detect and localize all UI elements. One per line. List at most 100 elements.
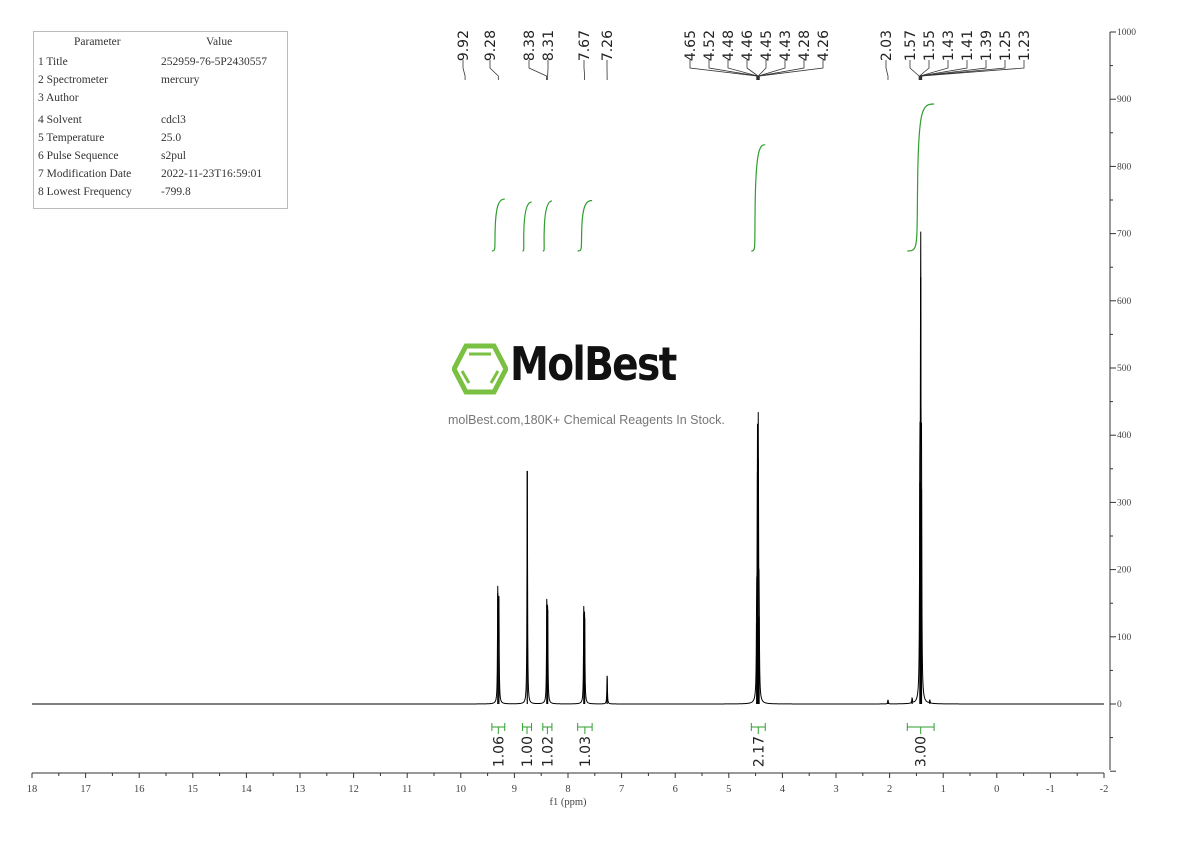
parameter-value: mercury <box>161 74 200 86</box>
peak-label: 7.26 <box>600 30 616 61</box>
integral-curve <box>542 200 553 252</box>
peak-label: 1.23 <box>1017 30 1033 61</box>
parameter-name: 4 Solvent <box>38 114 82 126</box>
peak-label-leader <box>758 60 786 80</box>
peak-label-leader <box>489 60 499 80</box>
logo-brand-text: MolBest <box>510 337 677 391</box>
peak-label: 4.26 <box>816 30 832 61</box>
peak-label-leader <box>689 60 758 80</box>
parameter-name: 7 Modification Date <box>38 168 132 180</box>
peak-label-leader <box>920 60 1006 80</box>
integral-value: 2.17 <box>751 736 767 767</box>
x-tick-label: 6 <box>673 784 678 795</box>
peak-label-leader <box>758 60 805 80</box>
integral-curve <box>907 103 935 252</box>
parameter-row: 6 Pulse Sequence s2pul <box>38 150 287 168</box>
peak-label-leader <box>758 60 824 80</box>
x-tick-label: 7 <box>619 784 624 795</box>
y-tick-label: 700 <box>1117 230 1132 240</box>
x-tick-label: 11 <box>402 784 412 795</box>
x-axis-label: f1 (ppm) <box>549 797 587 808</box>
integral-curve <box>491 198 505 252</box>
peak-label: 4.43 <box>778 30 794 61</box>
watermark-tagline: molBest.com,180K+ Chemical Reagents In S… <box>448 413 725 427</box>
x-tick-label: 5 <box>726 784 731 795</box>
integral-curve <box>522 201 532 252</box>
x-tick-label: 14 <box>241 784 252 795</box>
peak-label: 4.28 <box>797 30 813 61</box>
peak-label-leader <box>727 60 759 80</box>
parameter-value: 252959-76-5P2430557 <box>161 56 268 68</box>
integral-curve <box>751 144 766 252</box>
peak-label: 8.38 <box>522 30 538 61</box>
peak-label: 9.92 <box>456 30 472 61</box>
x-tick-label: 3 <box>833 784 838 795</box>
peak-label-leader <box>919 60 968 80</box>
y-tick-label: 600 <box>1117 297 1132 307</box>
y-tick-label: 200 <box>1117 566 1132 576</box>
peak-label: 1.57 <box>903 30 919 61</box>
y-tick-label: 500 <box>1117 364 1132 374</box>
x-tick-label: 16 <box>134 784 145 795</box>
x-tick-label: 15 <box>188 784 199 795</box>
y-tick-label: 0 <box>1117 700 1122 710</box>
x-tick-label: 18 <box>27 784 38 795</box>
peak-label-leader <box>462 60 466 80</box>
peak-label-leader <box>921 60 1025 80</box>
parameter-row: 8 Lowest Frequency -799.8 <box>38 186 287 204</box>
x-tick-label: 13 <box>295 784 306 795</box>
x-tick-label: 8 <box>565 784 570 795</box>
peak-label-leader <box>708 60 758 80</box>
hexagon-logo-icon <box>452 343 508 395</box>
peak-label: 4.65 <box>683 30 699 61</box>
y-tick-label: 300 <box>1117 498 1132 508</box>
peak-label: 1.43 <box>941 30 957 61</box>
parameter-row: 5 Temperature 25.0 <box>38 132 287 150</box>
parameter-row: 7 Modification Date 2022-11-23T16:59:01 <box>38 168 287 186</box>
x-tick-label: 9 <box>512 784 517 795</box>
parameter-row: 3 Author <box>38 92 287 110</box>
integral-value: 1.02 <box>540 736 556 767</box>
peak-label: 4.52 <box>702 30 718 61</box>
peak-label-leader <box>583 60 586 80</box>
y-tick-label: 100 <box>1117 633 1132 643</box>
integral-value: 1.00 <box>520 736 536 767</box>
integral-value: 1.06 <box>491 736 507 767</box>
peak-label: 1.41 <box>960 30 976 61</box>
x-tick-label: 0 <box>994 784 999 795</box>
peak-label: 4.48 <box>721 30 737 61</box>
peak-label: 8.31 <box>541 30 557 61</box>
peak-label: 4.45 <box>759 30 775 61</box>
peak-label: 9.28 <box>483 30 499 61</box>
x-tick-label: -1 <box>1046 784 1055 795</box>
peak-label-leader <box>885 60 889 80</box>
parameter-value: 2022-11-23T16:59:01 <box>161 168 263 180</box>
peak-label-leader <box>528 60 547 80</box>
peak-label: 1.55 <box>922 30 938 61</box>
spectrum-line <box>32 231 1104 705</box>
peak-label: 7.67 <box>577 30 593 61</box>
peak-label-leader <box>919 60 949 80</box>
parameter-value: s2pul <box>161 150 186 162</box>
parameter-name: 1 Title <box>38 56 68 68</box>
x-tick-label: 17 <box>80 784 91 795</box>
x-tick-label: 1 <box>941 784 946 795</box>
parameter-value: -799.8 <box>161 186 191 198</box>
peak-label-leader <box>909 60 920 80</box>
peak-label: 2.03 <box>879 30 895 61</box>
parameter-table: Parameter Value 1 Title 252959-76-5P24305… <box>33 31 288 209</box>
parameter-name: 5 Temperature <box>38 132 105 144</box>
parameter-value: 25.0 <box>161 132 182 144</box>
x-tick-label: 12 <box>348 784 359 795</box>
integral-value: 1.03 <box>578 736 594 767</box>
parameter-name: 6 Pulse Sequence <box>38 150 119 162</box>
y-tick-label: 400 <box>1117 431 1132 441</box>
parameter-name: 3 Author <box>38 92 79 104</box>
parameter-name: 8 Lowest Frequency <box>38 186 132 198</box>
parameter-row: 4 Solvent cdcl3 <box>38 114 287 132</box>
peak-label: 1.39 <box>979 30 995 61</box>
header-value: Value <box>206 36 233 48</box>
y-tick-label: 800 <box>1117 162 1132 172</box>
